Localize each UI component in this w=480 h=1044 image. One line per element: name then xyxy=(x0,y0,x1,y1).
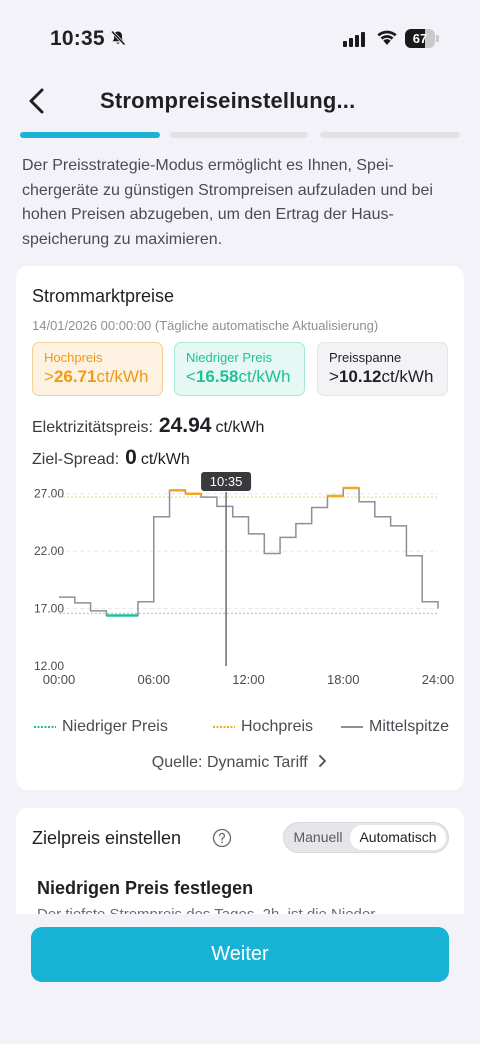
status-time: 10:35 xyxy=(50,27,105,50)
price-span-label: Preisspanne xyxy=(329,350,402,365)
market-price-card: Strommarktpreise 14/01/2026 00:00:00 (Tä… xyxy=(16,266,464,790)
high-price-label: Hochpreis xyxy=(44,350,103,365)
legend-mid-swatch xyxy=(341,725,363,728)
mode-option-automatic[interactable]: Automatisch xyxy=(350,825,446,850)
status-bar: 10:35 67 xyxy=(0,0,480,70)
chart-legend: Niedriger Preis Hochpreis Mittelspitze xyxy=(32,718,452,742)
target-spread-label: Ziel-Spread: xyxy=(32,451,120,468)
battery-icon: 67 xyxy=(405,29,439,48)
step-progress xyxy=(20,131,460,139)
x-tick-label: 06:00 xyxy=(137,672,170,687)
legend-low-swatch xyxy=(34,725,56,728)
legend-high-price: Hochpreis xyxy=(213,718,313,736)
low-price-box: Niedriger Preis <16.58ct/kWh xyxy=(174,342,305,396)
x-tick-label: 18:00 xyxy=(327,672,360,687)
low-price-value: 16.58 xyxy=(195,367,239,386)
x-tick-label: 00:00 xyxy=(43,672,76,687)
market-card-title: Strommarktpreise xyxy=(32,286,175,306)
chevron-left-icon[interactable] xyxy=(22,86,52,116)
current-time-label: 10:35 xyxy=(210,474,243,489)
step-3-indicator xyxy=(320,132,460,138)
question-circle-icon[interactable] xyxy=(212,828,232,848)
low-price-label: Niedriger Preis xyxy=(186,350,272,365)
legend-low-price: Niedriger Preis xyxy=(34,718,168,736)
target-price-title: Zielpreis einstellen xyxy=(32,828,182,848)
high-price-value: 26.71 xyxy=(53,367,97,386)
electricity-price-label: Elektrizitätspreis: xyxy=(32,419,153,436)
battery-level: 67 xyxy=(412,31,428,46)
target-spread-unit: ct/kWh xyxy=(140,451,190,468)
legend-low-label: Niedriger Preis xyxy=(62,718,168,735)
high-price-prefix: > xyxy=(44,367,54,386)
update-timestamp: 14/01/2026 00:00:00 (Tägliche automatisc… xyxy=(32,318,379,333)
step-2-indicator xyxy=(170,132,308,138)
legend-high-swatch xyxy=(213,725,235,728)
price-chart[interactable]: 12.00 17.00 22.00 27.00 00:00 06:00 12:00 18:00… xyxy=(26,472,458,708)
y-tick-label: 27.00 xyxy=(34,487,64,501)
continue-button[interactable]: Weiter xyxy=(31,927,449,982)
target-spread-row: Ziel-Spread: 0 ct/kWh xyxy=(32,446,190,470)
low-price-prefix: < xyxy=(186,367,196,386)
high-price-unit: ct/kWh xyxy=(96,367,149,386)
legend-high-label: Hochpreis xyxy=(241,718,314,735)
x-tick-label: 12:00 xyxy=(232,672,265,687)
chevron-right-icon xyxy=(319,755,327,767)
price-series-line xyxy=(59,487,439,617)
x-tick-label: 24:00 xyxy=(422,672,455,687)
electricity-price-value: 24.94 xyxy=(158,414,212,437)
y-tick-label: 17.00 xyxy=(34,602,64,616)
cellular-signal-icon xyxy=(343,32,365,47)
legend-mid-peak: Mittelspitze xyxy=(341,718,449,736)
step-1-indicator xyxy=(20,132,160,138)
mode-option-manual[interactable]: Manuell xyxy=(293,829,343,845)
electricity-price-row: Elektrizitätspreis: 24.94 ct/kWh xyxy=(32,414,264,438)
current-time-badge xyxy=(201,472,252,491)
legend-mid-label: Mittelspitze xyxy=(369,718,450,735)
source-value: Dynamic Tariff xyxy=(206,754,308,771)
target-spread-value: 0 xyxy=(125,446,137,469)
header: Strompreiseinstellung... xyxy=(0,78,480,124)
wifi-icon xyxy=(377,30,397,45)
high-price-box: Hochpreis >26.71ct/kWh xyxy=(32,342,163,396)
low-price-unit: ct/kWh xyxy=(238,367,291,386)
low-price-section-title: Niedrigen Preis festlegen xyxy=(37,878,254,898)
y-tick-label: 12.00 xyxy=(34,659,64,673)
source-label: Quelle: xyxy=(151,754,203,771)
price-span-value: 10.12 xyxy=(338,367,382,386)
mode-toggle[interactable]: Manuell Automatisch xyxy=(283,822,449,853)
price-span-box: Preisspanne >10.12ct/kWh xyxy=(317,342,448,396)
source-link[interactable]: Quelle: Dynamic Tariff xyxy=(16,754,464,772)
electricity-price-unit: ct/kWh xyxy=(215,419,265,436)
price-span-prefix: > xyxy=(329,367,339,386)
page-title: Strompreiseinstellung... xyxy=(100,88,356,113)
y-tick-label: 22.00 xyxy=(34,544,64,558)
bell-muted-icon xyxy=(110,30,126,46)
price-span-unit: ct/kWh xyxy=(381,367,434,386)
intro-description: Der Preisstrategie-Modus ermöglicht es I… xyxy=(22,157,433,248)
